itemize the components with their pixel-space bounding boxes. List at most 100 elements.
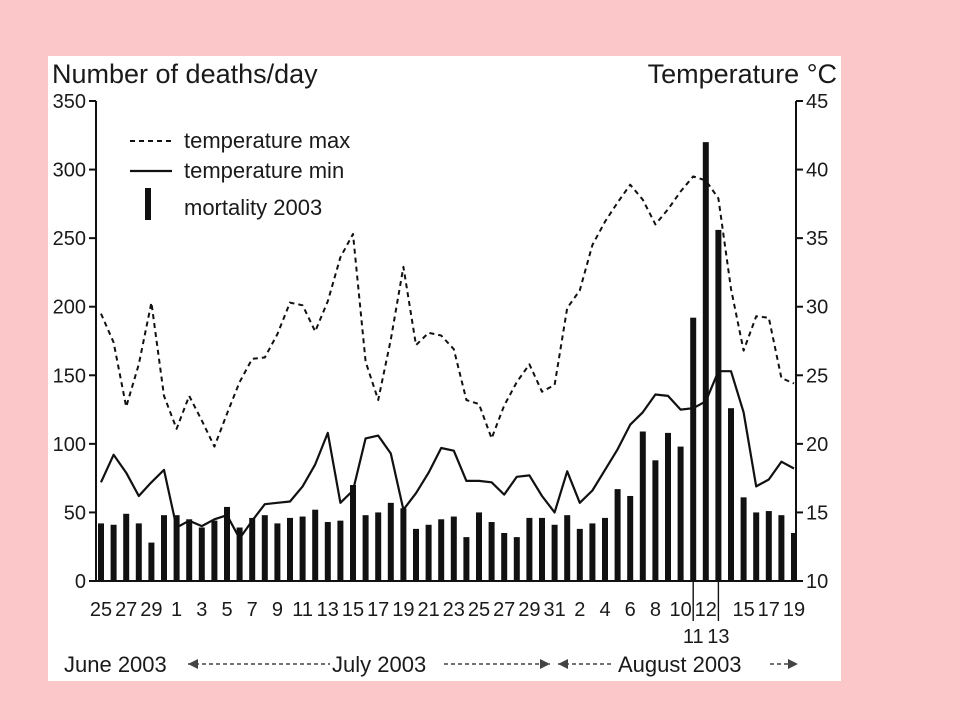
left-y-tick-label: 50 bbox=[64, 502, 86, 524]
x-tick-label: 31 bbox=[543, 599, 565, 621]
left-y-tick-label: 300 bbox=[53, 160, 86, 182]
mortality-bar bbox=[324, 522, 331, 581]
x-tick-label: 13 bbox=[317, 599, 339, 621]
mortality-bar bbox=[702, 142, 709, 581]
right-y-tick-label: 10 bbox=[806, 571, 828, 593]
mortality-bar bbox=[312, 509, 319, 581]
mortality-bar bbox=[728, 408, 734, 581]
temperature-max-line bbox=[100, 175, 795, 448]
mortality-bar bbox=[413, 528, 419, 581]
right-y-tick-label: 35 bbox=[806, 228, 828, 250]
right-y-tick-label: 40 bbox=[806, 160, 828, 182]
mortality-bar bbox=[564, 515, 571, 581]
mortality-bar bbox=[740, 497, 747, 581]
mortality-bar bbox=[98, 523, 104, 581]
mortality-bar bbox=[614, 489, 621, 581]
mortality-bar bbox=[715, 229, 722, 581]
legend-max-label: temperature max bbox=[184, 128, 350, 153]
mortality-bar bbox=[123, 513, 130, 581]
mortality-bar bbox=[677, 446, 684, 581]
legend-mortality-label: mortality 2003 bbox=[184, 195, 322, 220]
x-tick-label: 19 bbox=[392, 599, 414, 621]
mortality-bar bbox=[639, 431, 646, 581]
x-tick-label: 29 bbox=[140, 599, 162, 621]
x-tick-label: 4 bbox=[599, 599, 610, 621]
mortality-bar bbox=[186, 519, 193, 581]
mortality-bar bbox=[350, 485, 356, 581]
x-tick-label: 27 bbox=[493, 599, 515, 621]
x-tick-label: 17 bbox=[758, 599, 780, 621]
chart-panel: Number of deaths/day Temperature °C 0 50 1… bbox=[48, 56, 841, 681]
axes: 0 50 100 150 200 250 300 350 10 15 20 25 30 35 40 45 bbox=[53, 91, 829, 593]
month-label-june: June 2003 bbox=[64, 652, 167, 677]
mortality-bar bbox=[463, 537, 470, 581]
arrowhead-july-left bbox=[188, 659, 198, 669]
mortality-bar bbox=[438, 519, 445, 581]
x-sub-tick-label: 11 bbox=[683, 626, 704, 648]
mortality-bar bbox=[236, 527, 243, 581]
x-tick-labels: 25 27 29 1 3 5 7 9 11 13 15 17 19 21 23 25 27 29 31 2 4 6 8 10 1… bbox=[90, 581, 805, 648]
x-tick-label: 27 bbox=[115, 599, 137, 621]
mortality-bar bbox=[425, 524, 432, 581]
mortality-bar bbox=[173, 515, 180, 581]
mortality-bar bbox=[198, 527, 205, 581]
x-tick-label: 25 bbox=[90, 599, 112, 621]
mortality-bar bbox=[299, 516, 306, 581]
mortality-bar bbox=[476, 512, 482, 581]
mortality-bar bbox=[513, 537, 520, 581]
mortality-bar bbox=[753, 512, 760, 581]
mortality-bar bbox=[337, 520, 344, 581]
arrowhead-july-right bbox=[540, 659, 550, 669]
right-y-tick-label: 25 bbox=[806, 365, 828, 387]
left-y-tick-label: 250 bbox=[53, 228, 86, 250]
mortality-bar bbox=[551, 524, 558, 581]
mortality-bar bbox=[287, 517, 293, 581]
x-tick-label: 15 bbox=[342, 599, 364, 621]
mortality-bar bbox=[589, 523, 596, 581]
mortality-bars bbox=[98, 142, 797, 581]
x-tick-label: 6 bbox=[625, 599, 636, 621]
x-tick-label: 3 bbox=[196, 599, 207, 621]
left-y-tick-label: 200 bbox=[53, 297, 86, 319]
left-y-tick-label: 100 bbox=[53, 434, 86, 456]
left-y-tick-label: 150 bbox=[53, 365, 86, 387]
legend-min-label: temperature min bbox=[184, 158, 344, 183]
x-tick-label: 19 bbox=[783, 599, 805, 621]
mortality-bar bbox=[400, 508, 407, 581]
temperature-min-line bbox=[99, 370, 795, 540]
mortality-bar bbox=[690, 317, 697, 581]
left-y-tick-label: 350 bbox=[53, 91, 86, 113]
mortality-bar bbox=[778, 515, 785, 581]
mortality-bar bbox=[501, 533, 508, 581]
x-tick-label: 9 bbox=[272, 599, 283, 621]
mortality-bar bbox=[627, 495, 634, 581]
x-tick-label: 17 bbox=[367, 599, 389, 621]
mortality-bar bbox=[375, 512, 382, 581]
x-tick-label: 11 bbox=[292, 599, 313, 621]
x-tick-label: 7 bbox=[247, 599, 258, 621]
arrowhead-august-right bbox=[788, 659, 798, 669]
mortality-bar bbox=[576, 528, 583, 581]
mortality-bar bbox=[249, 517, 256, 581]
month-label-july: July 2003 bbox=[332, 652, 426, 677]
legend: temperature max temperature min mortalit… bbox=[130, 128, 350, 220]
month-label-august: August 2003 bbox=[618, 652, 742, 677]
mortality-bar bbox=[539, 517, 545, 581]
right-y-tick-label: 30 bbox=[806, 297, 828, 319]
x-tick-label: 15 bbox=[732, 599, 754, 621]
x-tick-label: 12 bbox=[695, 599, 717, 621]
mortality-bar bbox=[135, 523, 142, 581]
x-sub-tick-label: 13 bbox=[707, 626, 729, 648]
arrowhead-august-left bbox=[558, 659, 568, 669]
mortality-bar bbox=[362, 515, 369, 581]
mortality-bar bbox=[211, 520, 218, 581]
mortality-bar bbox=[665, 432, 671, 581]
chart: Number of deaths/day Temperature °C 0 50 1… bbox=[52, 59, 837, 677]
mortality-bar bbox=[765, 511, 772, 581]
mortality-bar bbox=[791, 533, 797, 581]
x-tick-label: 21 bbox=[417, 599, 439, 621]
temperature-lines bbox=[99, 175, 795, 540]
x-tick-label: 2 bbox=[574, 599, 585, 621]
mortality-bar bbox=[602, 517, 608, 581]
x-tick-label: 29 bbox=[518, 599, 540, 621]
